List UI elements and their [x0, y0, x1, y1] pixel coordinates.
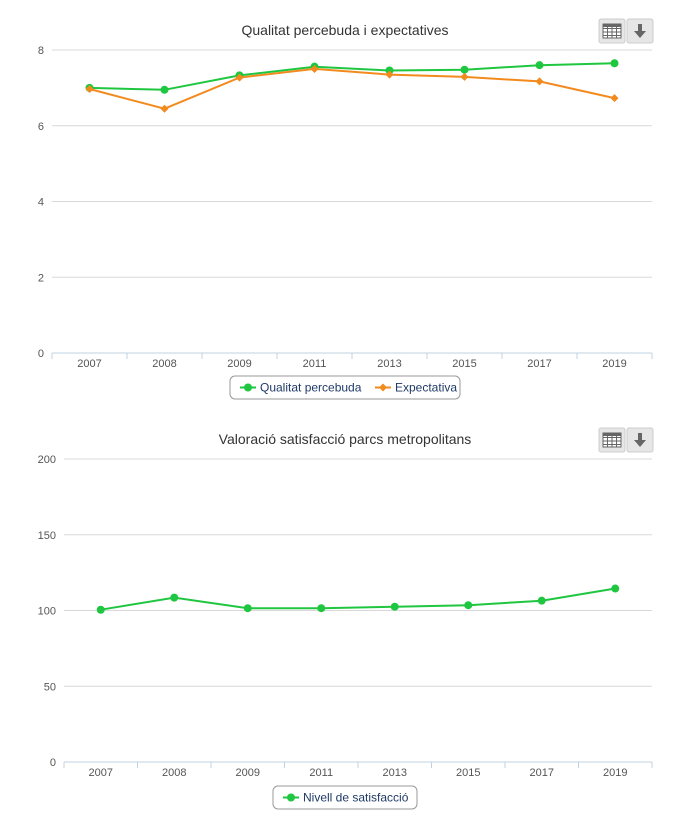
legend: Qualitat percebuda Expectativa: [229, 375, 461, 400]
data-point[interactable]: [464, 601, 473, 610]
download-arrow-icon: [634, 433, 646, 447]
legend-item[interactable]: Nivell de satisfacció: [283, 791, 409, 805]
data-point[interactable]: [390, 602, 399, 611]
y-tick-label: 0: [38, 348, 44, 360]
data-point[interactable]: [243, 604, 252, 613]
data-point[interactable]: [385, 70, 394, 79]
table-icon: [602, 23, 622, 39]
x-tick-label: 2007: [89, 767, 113, 779]
data-point[interactable]: [170, 593, 179, 602]
table-view-button[interactable]: [598, 427, 626, 453]
download-button[interactable]: [626, 427, 654, 453]
y-tick-label: 0: [50, 757, 56, 769]
x-tick-label: 2009: [227, 358, 251, 370]
data-point[interactable]: [85, 85, 94, 94]
series-line-0: [100, 587, 616, 611]
data-point[interactable]: [160, 85, 169, 94]
data-point[interactable]: [610, 59, 619, 68]
data-point[interactable]: [317, 604, 326, 613]
y-tick-label: 50: [44, 681, 56, 693]
data-point[interactable]: [460, 72, 469, 81]
legend: Nivell de satisfacció: [272, 785, 418, 810]
legend-label: Nivell de satisfacció: [303, 791, 409, 805]
y-tick-label: 6: [38, 121, 44, 133]
table-icon: [602, 432, 622, 448]
series-line-0: [89, 62, 615, 91]
series-line-1: [89, 67, 615, 110]
chart-park-satisfaction: Valoració satisfacció parcs metropolitan…: [38, 427, 654, 810]
data-point[interactable]: [611, 584, 620, 593]
x-tick-label: 2011: [303, 358, 327, 370]
data-point[interactable]: [96, 605, 105, 614]
x-tick-label: 2008: [162, 767, 186, 779]
y-tick-label: 100: [38, 606, 56, 618]
legend-label: Qualitat percebuda: [260, 381, 362, 395]
legend-label: Expectativa: [395, 381, 457, 395]
data-point[interactable]: [535, 61, 544, 70]
y-tick-label: 200: [38, 454, 56, 466]
data-point[interactable]: [537, 596, 546, 605]
y-tick-label: 150: [38, 530, 56, 542]
download-arrow-icon: [634, 24, 646, 38]
x-tick-label: 2013: [377, 358, 401, 370]
data-point[interactable]: [610, 94, 619, 103]
x-tick-label: 2015: [456, 767, 480, 779]
x-tick-label: 2011: [309, 767, 333, 779]
x-tick-label: 2019: [602, 358, 626, 370]
data-point[interactable]: [235, 73, 244, 82]
legend-item[interactable]: Qualitat percebuda: [240, 381, 362, 395]
x-tick-label: 2013: [383, 767, 407, 779]
x-tick-label: 2017: [527, 358, 551, 370]
x-tick-label: 2019: [603, 767, 627, 779]
data-point[interactable]: [310, 64, 319, 73]
download-button[interactable]: [626, 18, 654, 44]
y-tick-label: 4: [38, 197, 44, 209]
table-view-button[interactable]: [598, 18, 626, 44]
y-tick-label: 2: [38, 272, 44, 284]
x-tick-label: 2015: [452, 358, 476, 370]
data-point[interactable]: [385, 66, 394, 75]
x-tick-label: 2009: [236, 767, 260, 779]
chart-title: Qualitat percebuda i expectatives: [241, 22, 448, 38]
chart-quality-expectations: Qualitat percebuda i expectatives 0 2 4 6 8 20…: [38, 18, 654, 400]
x-tick-label: 2007: [77, 358, 101, 370]
data-point[interactable]: [535, 77, 544, 86]
data-point[interactable]: [160, 104, 169, 113]
legend-item[interactable]: Expectativa: [375, 381, 457, 395]
y-tick-label: 8: [38, 45, 44, 57]
x-tick-label: 2017: [530, 767, 554, 779]
x-tick-label: 2008: [152, 358, 176, 370]
chart-title: Valoració satisfacció parcs metropolitan…: [219, 431, 472, 447]
data-point[interactable]: [460, 65, 469, 74]
